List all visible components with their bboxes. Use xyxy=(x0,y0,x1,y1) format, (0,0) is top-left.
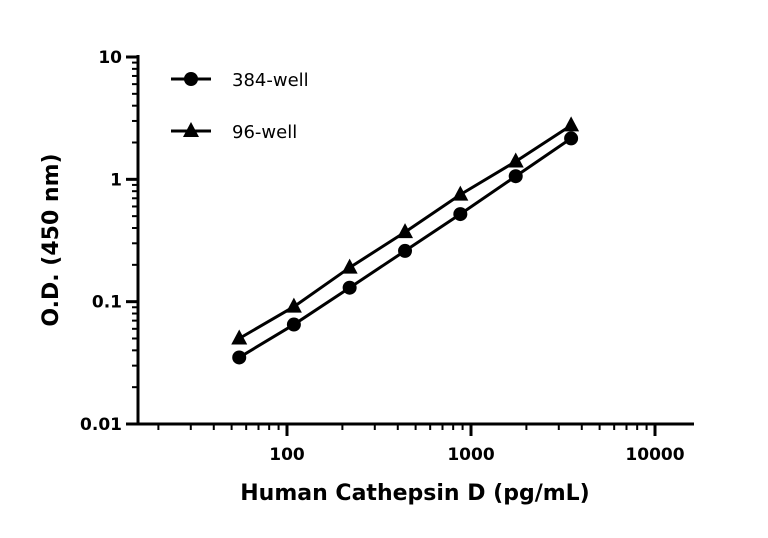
data-point-96-well xyxy=(452,185,469,201)
data-point-96-well xyxy=(397,223,414,239)
y-axis-label: O.D. (450 nm) xyxy=(39,153,64,326)
y-tick-label: 0.1 xyxy=(92,293,122,313)
legend-marker xyxy=(184,72,198,86)
data-point-384-well xyxy=(508,169,523,184)
data-point-384-well xyxy=(398,243,413,258)
data-point-384-well xyxy=(342,280,357,295)
data-point-384-well xyxy=(453,207,468,222)
data-point-96-well xyxy=(563,116,580,132)
data-point-384-well xyxy=(232,350,247,365)
x-tick-label: 10000 xyxy=(625,445,684,465)
x-tick-label: 1000 xyxy=(447,445,494,465)
y-tick-label: 10 xyxy=(98,48,122,68)
data-point-96-well xyxy=(231,329,248,345)
legend-label: 384-well xyxy=(232,70,309,91)
data-point-384-well xyxy=(286,317,301,332)
data-point-96-well xyxy=(341,258,358,274)
x-axis-label: Human Cathepsin D (pg/mL) xyxy=(240,481,589,506)
data-point-96-well xyxy=(285,297,302,313)
x-tick-label: 100 xyxy=(269,445,305,465)
data-point-384-well xyxy=(564,131,579,146)
y-tick-label: 1 xyxy=(110,170,122,190)
data-point-96-well xyxy=(507,152,524,168)
legend-marker xyxy=(183,122,199,137)
y-tick-label: 0.01 xyxy=(80,415,122,435)
legend-label: 96-well xyxy=(232,122,297,143)
